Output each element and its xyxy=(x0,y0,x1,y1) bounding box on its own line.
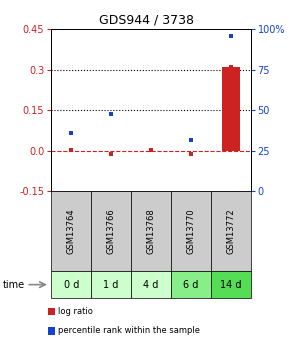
Text: GSM13770: GSM13770 xyxy=(186,208,195,254)
Text: 14 d: 14 d xyxy=(220,280,241,289)
Text: 6 d: 6 d xyxy=(183,280,198,289)
Text: 4 d: 4 d xyxy=(143,280,159,289)
Text: GDS944 / 3738: GDS944 / 3738 xyxy=(99,14,194,27)
Text: percentile rank within the sample: percentile rank within the sample xyxy=(58,326,200,335)
Text: GSM13766: GSM13766 xyxy=(107,208,115,254)
Text: GSM13772: GSM13772 xyxy=(226,208,235,254)
Bar xyxy=(222,67,240,151)
Text: 0 d: 0 d xyxy=(64,280,79,289)
Text: GSM13768: GSM13768 xyxy=(146,208,155,254)
Text: log ratio: log ratio xyxy=(58,307,93,316)
Text: GSM13764: GSM13764 xyxy=(67,208,76,254)
Text: time: time xyxy=(3,280,25,289)
Text: 1 d: 1 d xyxy=(103,280,119,289)
